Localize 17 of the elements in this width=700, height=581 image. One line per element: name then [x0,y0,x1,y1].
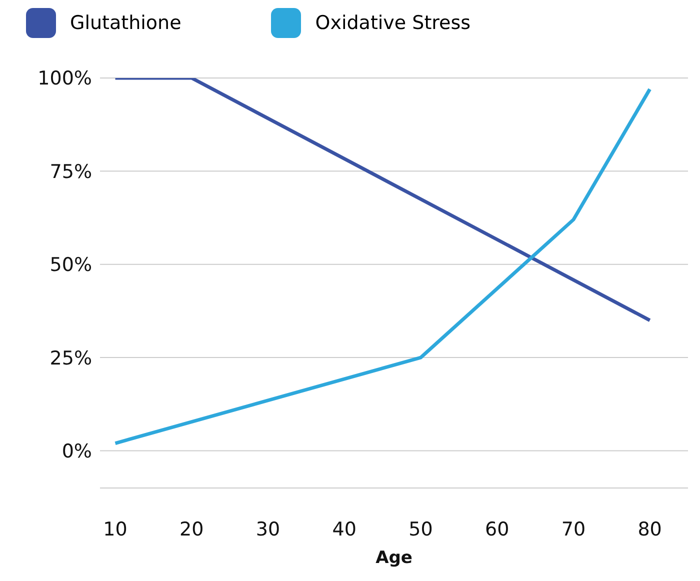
y-tick-label: 75% [50,160,92,183]
x-tick-label: 50 [408,518,433,540]
y-tick-label: 50% [50,254,92,276]
x-tick-label: 80 [638,518,662,540]
x-tick-label: 40 [332,518,356,540]
legend-label: Glutathione [70,12,182,34]
y-tick-label: 100% [38,68,92,90]
y-tick-label: 25% [50,347,92,370]
x-axis-title: Age [376,548,412,568]
x-tick-label: 10 [103,518,128,540]
x-tick-label: 60 [484,518,510,540]
x-tick-label: 20 [180,518,204,540]
y-tick-label: 0% [62,440,92,462]
x-tick-label: 70 [561,518,586,540]
x-tick-label: 30 [256,518,280,540]
legend-label: Oxidative Stress [315,12,471,34]
line-series [114,87,652,446]
